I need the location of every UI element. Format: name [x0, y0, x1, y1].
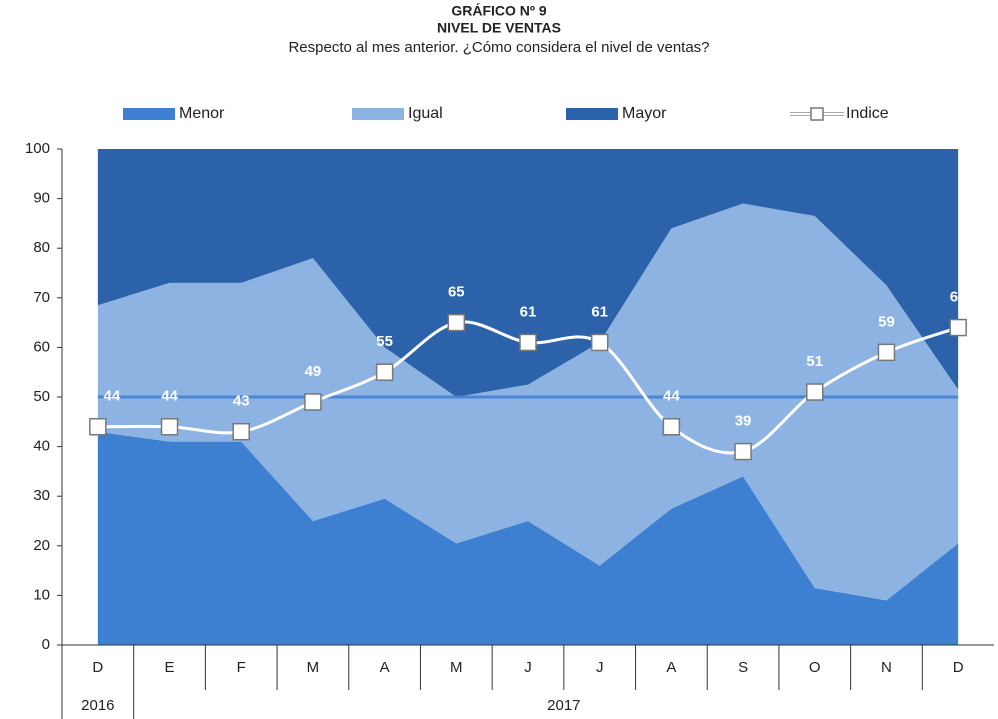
legend-label: Indice [846, 105, 889, 122]
data-label: 64 [950, 289, 967, 306]
y-tick-label: 80 [33, 239, 50, 256]
legend-swatch [352, 108, 404, 120]
y-tick-label: 50 [33, 388, 50, 405]
x-tick-label: N [881, 659, 892, 676]
index-marker [662, 418, 681, 436]
y-tick-label: 10 [33, 586, 50, 603]
area [97, 203, 959, 601]
index-marker [806, 383, 824, 401]
x-tick-label: S [738, 659, 748, 676]
index-marker [590, 333, 609, 352]
data-label: 44 [161, 388, 178, 405]
data-label: 65 [448, 284, 465, 301]
x-tick-label: O [809, 659, 821, 676]
index-marker [232, 422, 250, 441]
x-tick-label: J [596, 659, 604, 676]
y-tick-label: 70 [33, 289, 50, 306]
x-tick-label: D [92, 659, 103, 676]
index-marker [375, 363, 394, 381]
data-label: 59 [878, 313, 895, 330]
chart-subtitle: NIVEL DE VENTAS [437, 20, 561, 36]
index-marker [160, 418, 179, 436]
index-marker [734, 442, 752, 461]
year-label: 2017 [547, 697, 580, 714]
data-label: 44 [663, 388, 680, 405]
data-label: 39 [735, 413, 752, 430]
legend-label: Mayor [622, 105, 667, 122]
x-tick-label: M [450, 659, 463, 676]
y-tick-label: 60 [33, 338, 50, 355]
legend-label: Menor [179, 105, 225, 122]
data-label: 43 [233, 393, 250, 410]
legend-swatch [123, 108, 175, 120]
area [97, 149, 959, 397]
y-tick-label: 30 [33, 487, 50, 504]
y-tick-label: 90 [33, 190, 50, 207]
data-label: 44 [104, 388, 121, 405]
x-tick-label: E [165, 659, 175, 676]
x-tick-label: D [953, 659, 964, 676]
index-marker [519, 333, 537, 352]
data-label: 55 [376, 333, 393, 350]
legend-swatch [566, 108, 618, 120]
y-tick-label: 20 [33, 537, 50, 554]
x-tick-label: M [307, 659, 320, 676]
index-marker [877, 343, 896, 362]
legend-label: Igual [408, 105, 443, 122]
legend-marker [810, 107, 824, 121]
index-marker [304, 393, 322, 411]
x-tick-label: J [524, 659, 532, 676]
area [97, 431, 959, 645]
year-label: 2016 [81, 697, 114, 714]
chart-title: GRÁFICO Nº 9 [451, 3, 547, 19]
x-tick-label: A [666, 659, 676, 676]
y-tick-label: 40 [33, 438, 50, 455]
x-tick-label: F [237, 659, 246, 676]
data-label: 61 [591, 303, 608, 320]
chart-caption: Respecto al mes anterior. ¿Cómo consider… [288, 39, 709, 56]
data-label: 49 [305, 363, 322, 380]
data-label: 61 [520, 303, 537, 320]
index-marker [447, 313, 466, 332]
y-tick-label: 0 [42, 636, 50, 653]
index-marker [949, 318, 967, 337]
y-tick-label: 100 [25, 140, 50, 157]
index-marker [89, 418, 107, 436]
x-tick-label: A [380, 659, 390, 676]
data-label: 51 [806, 353, 823, 370]
